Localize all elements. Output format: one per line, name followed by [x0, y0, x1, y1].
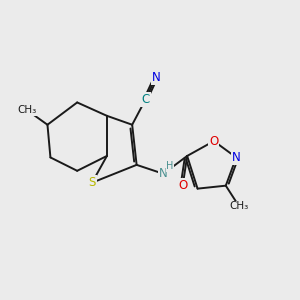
Text: O: O [178, 179, 187, 192]
Text: CH₃: CH₃ [17, 105, 36, 115]
Text: N: N [152, 71, 160, 84]
Text: H: H [166, 161, 174, 171]
Text: O: O [209, 135, 218, 148]
Text: N: N [232, 151, 241, 164]
Text: CH₃: CH₃ [230, 202, 249, 212]
Text: C: C [141, 93, 150, 106]
Text: S: S [88, 176, 96, 189]
Text: N: N [159, 167, 168, 180]
